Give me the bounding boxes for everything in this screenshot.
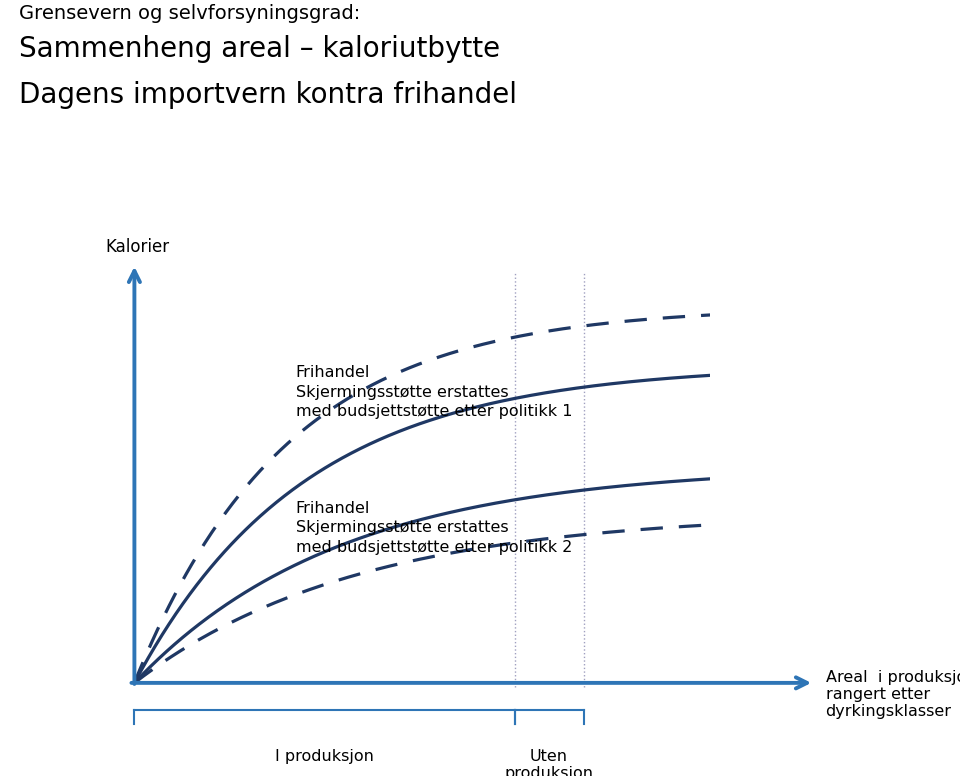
- Text: Grensevern og selvforsyningsgrad:: Grensevern og selvforsyningsgrad:: [19, 4, 360, 23]
- Text: Frihandel
Skjermingsstøtte erstattes
med budsjettstøtte etter politikk 2: Frihandel Skjermingsstøtte erstattes med…: [296, 501, 572, 555]
- Text: Uten
produksjon: Uten produksjon: [505, 749, 593, 776]
- Text: Sammenheng areal – kaloriutbytte: Sammenheng areal – kaloriutbytte: [19, 35, 500, 63]
- Text: Areal  i produksjon
rangert etter
dyrkingsklasser: Areal i produksjon rangert etter dyrking…: [826, 670, 960, 719]
- Text: I produksjon: I produksjon: [276, 749, 373, 764]
- Text: Frihandel
Skjermingsstøtte erstattes
med budsjettstøtte etter politikk 1: Frihandel Skjermingsstøtte erstattes med…: [296, 365, 572, 419]
- Text: Kalorier: Kalorier: [106, 238, 170, 256]
- Text: Dagens importvern kontra frihandel: Dagens importvern kontra frihandel: [19, 81, 517, 109]
